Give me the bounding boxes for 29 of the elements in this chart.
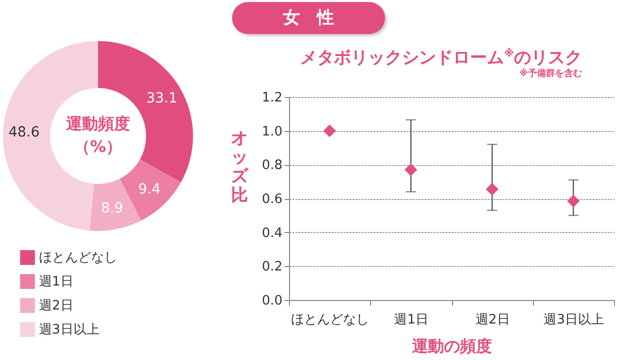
y-tick-label: 0.2 [262, 260, 282, 275]
data-label: 8.9 [100, 200, 124, 217]
text: 女 性 [232, 2, 385, 34]
chart-title: メタボリックシンドローム$^{※}$のリスク [300, 47, 582, 68]
legend-label: 週3日以上 [39, 322, 100, 338]
y-tick-label: 1.0 [262, 124, 282, 140]
legend-label: ほとんどなし [39, 250, 117, 266]
legend-label: 週2日 [39, 298, 74, 314]
chart-subtitle: ※予備群を含む [519, 68, 582, 80]
y-tick-label: 1.2 [262, 90, 282, 106]
x-tick-label: ほとんどなし [291, 312, 370, 328]
point [323, 124, 336, 138]
y-axis-title: オッズ比 [231, 128, 249, 206]
y-tick-label: 0.0 [262, 294, 282, 308]
point [404, 163, 418, 176]
y-tick-label: 0.8 [262, 158, 282, 174]
point [486, 182, 498, 196]
text: 運動頻度（%） [65, 113, 131, 158]
point [567, 194, 580, 208]
x-axis-title: 運動の頻度 [411, 336, 492, 356]
data-label: 48.6 [8, 124, 40, 141]
data-label: 9.4 [138, 181, 161, 198]
x-tick-label: 週3日以上 [544, 312, 604, 328]
legend-label: 週1日 [39, 274, 74, 290]
data-label: 33.1 [146, 90, 178, 107]
y-tick-label: 0.6 [262, 192, 282, 207]
x-tick-label: 週2日 [475, 312, 510, 328]
y-tick-label: 0.4 [262, 226, 282, 241]
x-tick-label: 週1日 [394, 312, 429, 328]
